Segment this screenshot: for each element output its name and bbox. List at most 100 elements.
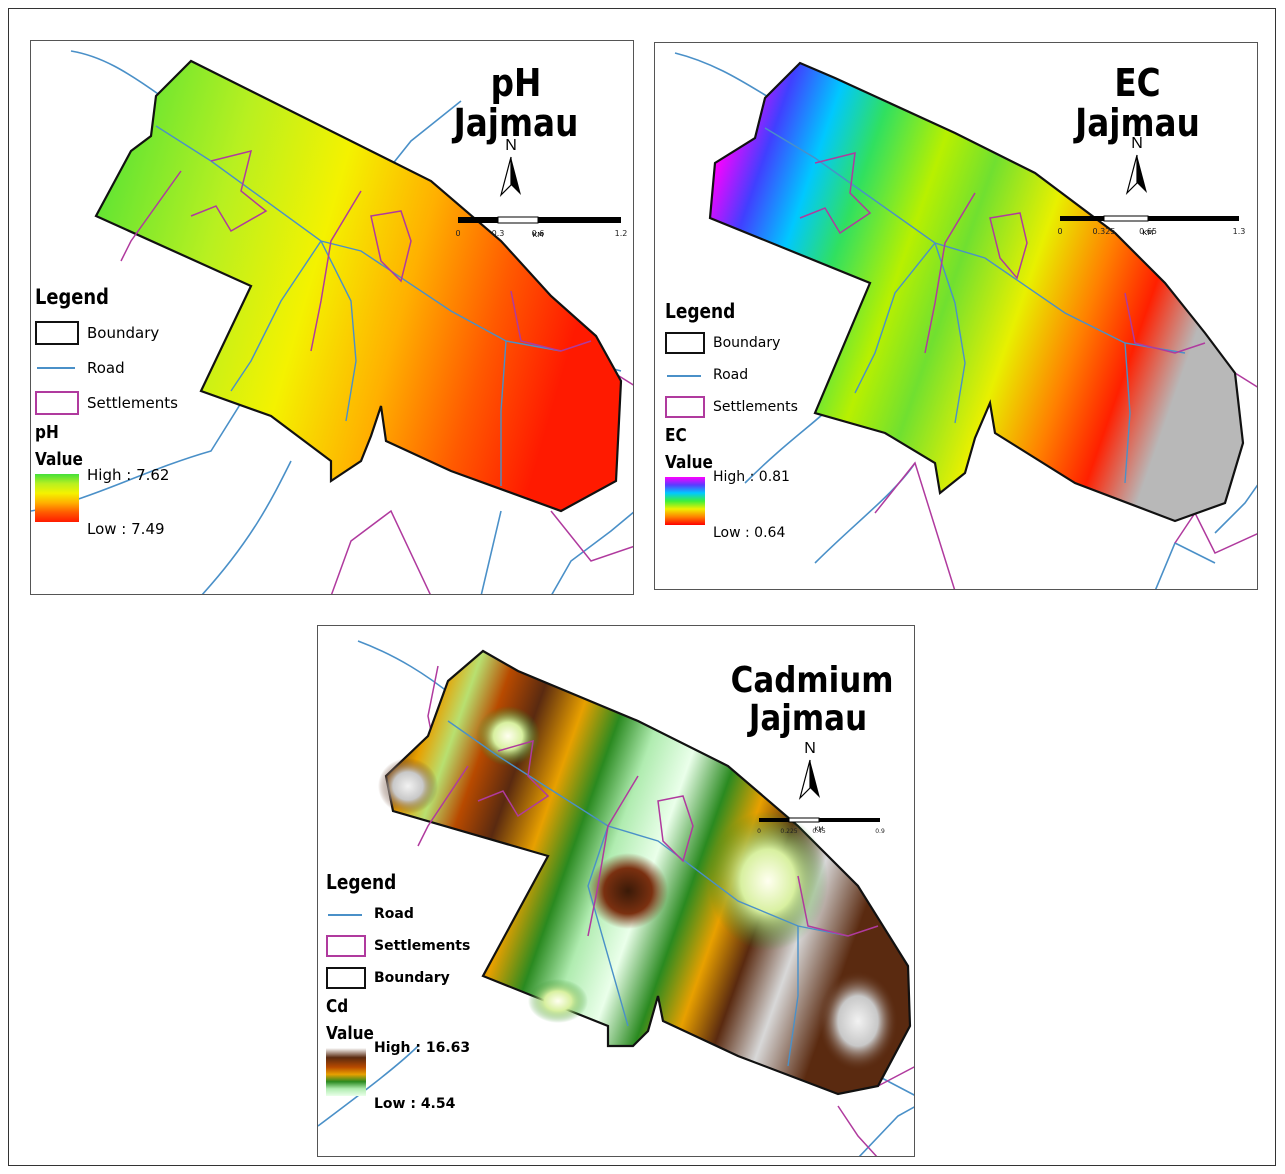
legend-item-label: Road — [713, 367, 749, 383]
legend-item-road: Road — [35, 350, 207, 385]
scale-tick: 0.9 — [875, 828, 885, 835]
legend-item-label: Boundary — [713, 335, 781, 351]
settlements — [120, 149, 592, 352]
settlement-symbol — [326, 935, 366, 957]
scale-bar-graphic — [458, 216, 621, 224]
scale-tick: 0.225 — [780, 828, 798, 835]
legend-title: Legend — [35, 285, 109, 309]
north-label: N — [804, 740, 816, 757]
figure-frame — [8, 8, 1276, 1166]
ec-map — [674, 52, 1257, 589]
inner-roads — [764, 127, 1186, 484]
cd-map-title: Cadmium Jajmau — [730, 660, 894, 739]
legend-item-label: Boundary — [374, 970, 450, 986]
cd-legend: Legend Road Settlements Boundary Cd Valu… — [326, 870, 494, 1112]
value-label: Value — [665, 452, 713, 473]
boundary-symbol — [665, 332, 705, 354]
scale-tick: 0 — [1057, 227, 1063, 236]
color-ramp: High : 16.63 Low : 4.54 — [326, 1040, 494, 1112]
legend-title: Legend — [665, 299, 736, 323]
legend-item-label: Road — [374, 906, 414, 922]
settlements — [417, 739, 879, 937]
ph-map — [31, 50, 633, 594]
cd-map — [318, 640, 914, 1156]
ec-legend: Legend Boundary Road Settlements EC Valu… — [665, 299, 833, 541]
inner-roads — [447, 720, 849, 1067]
ph-legend: Legend Boundary Road Settlements pH Valu… — [35, 285, 207, 538]
title-line-variable: Cadmium — [730, 660, 894, 701]
variable-label: pH — [35, 422, 59, 443]
legend-item-boundary: Boundary — [665, 327, 833, 359]
scale-tick: 1.2 — [614, 229, 628, 238]
settlement-symbol — [665, 396, 705, 418]
value-label: Value — [326, 1023, 374, 1044]
scale-tick: 0.6 — [531, 229, 545, 238]
settlement-symbol — [35, 390, 79, 415]
legend-item-label: Settlements — [374, 938, 471, 954]
scale-tick: 0.3 — [491, 229, 505, 238]
low-value-label: Low : 7.49 — [87, 520, 165, 538]
north-label: N — [505, 137, 517, 154]
boundary-symbol — [35, 320, 79, 345]
title-line-place: Jajmau — [453, 101, 579, 145]
north-arrow: N — [796, 740, 824, 805]
north-arrow-icon — [499, 156, 521, 197]
legend-item-label: Settlements — [713, 399, 798, 415]
road-symbol — [326, 903, 366, 925]
scale-tick: 0 — [757, 828, 761, 835]
legend-item-boundary: Boundary — [326, 962, 494, 994]
color-ramp: High : 0.81 Low : 0.64 — [665, 469, 833, 541]
scale-unit: KM — [814, 826, 824, 833]
settlements — [799, 152, 1206, 354]
cd-hotspots — [378, 706, 898, 1071]
title-line-place: Jajmau — [1075, 101, 1200, 145]
ph-map-panel: pH Jajmau N 0 0.3 0.6 1.2 KM Legend Boun… — [30, 40, 634, 595]
title-line-variable: EC — [1114, 61, 1161, 105]
road-symbol — [665, 364, 705, 386]
legend-item-boundary: Boundary — [35, 315, 207, 350]
north-arrow-icon — [798, 759, 820, 800]
title-line-place: Jajmau — [748, 698, 868, 739]
scale-tick: 0 — [455, 229, 461, 238]
north-arrow: N — [497, 137, 525, 202]
scale-bar: 0 0.225 0.45 0.9 KM — [757, 810, 885, 838]
scale-bar: 0 0.3 0.6 1.2 KM — [455, 211, 627, 239]
color-ramp-bar — [665, 477, 705, 525]
scale-unit: KM — [532, 231, 544, 239]
legend-item-settlements: Settlements — [35, 385, 207, 420]
high-value-label: High : 7.62 — [87, 466, 170, 484]
scale-bar: 0 0.325 0.65 1.3 KM — [1057, 209, 1245, 237]
north-arrow: N — [1123, 135, 1151, 200]
legend-item-settlements: Settlements — [326, 930, 494, 962]
variable-label: EC — [665, 425, 687, 446]
low-value-label: Low : 0.64 — [713, 525, 786, 541]
ec-map-panel: EC Jajmau N 0 0.325 0.65 1.3 KM Legend B… — [654, 42, 1258, 590]
scale-tick: 0.325 — [1092, 227, 1116, 236]
ph-map-title: pH Jajmau — [439, 63, 594, 143]
scale-bar-graphic — [1060, 215, 1239, 222]
ec-map-title: EC Jajmau — [1067, 63, 1209, 143]
color-ramp-bar — [326, 1048, 366, 1096]
scale-unit: KM — [1142, 229, 1154, 237]
legend-item-road: Road — [665, 359, 833, 391]
legend-item-road: Road — [326, 898, 494, 930]
legend-title: Legend — [326, 870, 397, 894]
outer-settlement-lines — [874, 372, 1257, 589]
scale-tick: 0.45 — [812, 828, 826, 835]
title-line-variable: pH — [490, 61, 542, 105]
scale-tick: 1.3 — [1232, 227, 1246, 236]
low-value-label: Low : 4.54 — [374, 1096, 456, 1112]
boundary-symbol — [326, 967, 366, 989]
legend-item-label: Settlements — [87, 393, 178, 412]
legend-item-label: Boundary — [87, 323, 160, 342]
color-ramp: High : 7.62 Low : 7.49 — [35, 466, 207, 538]
cd-map-panel: Cadmium Jajmau N 0 0.225 0.45 0.9 KM Leg… — [317, 625, 915, 1157]
variable-label: Cd — [326, 996, 349, 1017]
scale-bar-graphic — [759, 817, 880, 823]
color-ramp-bar — [35, 474, 79, 522]
scale-tick: 0.65 — [1139, 227, 1157, 236]
high-value-label: High : 0.81 — [713, 469, 790, 485]
legend-item-label: Road — [87, 358, 125, 377]
north-arrow-icon — [1125, 154, 1147, 195]
high-value-label: High : 16.63 — [374, 1040, 471, 1056]
